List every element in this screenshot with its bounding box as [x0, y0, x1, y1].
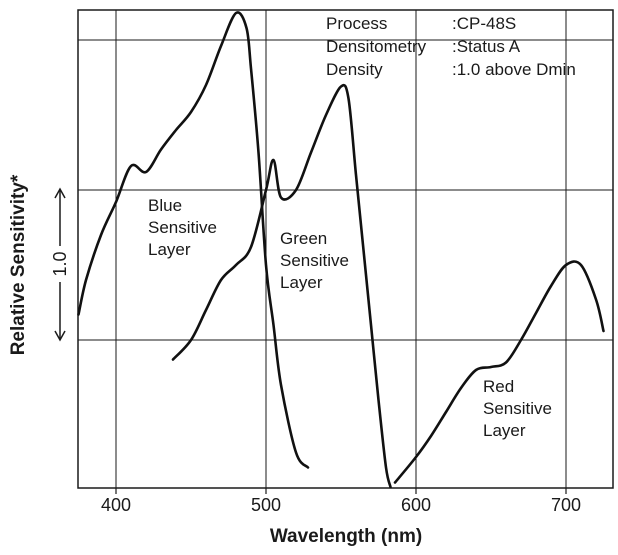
annotation-key-densitometry: Densitometry — [326, 37, 427, 56]
green-label-line-2: Sensitive — [280, 251, 349, 270]
blue-label-line-3: Layer — [148, 240, 191, 259]
scale-marker-arrow-down — [54, 330, 66, 342]
green-label-line-3: Layer — [280, 273, 323, 292]
x-tick-label-500: 500 — [251, 495, 281, 515]
scale-marker: 1.0 — [50, 187, 70, 342]
blue-sensitivity-curve — [77, 11, 310, 469]
plot-frame — [77, 9, 614, 489]
blue-label-line-2: Sensitive — [148, 218, 217, 237]
annotation-value-density: :1.0 above Dmin — [452, 60, 576, 79]
x-tick-label-700: 700 — [551, 495, 581, 515]
process-annotation-keys: Process Densitometry Density — [326, 14, 427, 79]
red-label-line-2: Sensitive — [483, 399, 552, 418]
green-layer-label: Green Sensitive Layer — [280, 229, 349, 292]
red-layer-label: Red Sensitive Layer — [483, 377, 552, 440]
sensitivity-curves — [77, 11, 605, 489]
annotation-key-density: Density — [326, 60, 383, 79]
annotation-value-process: :CP-48S — [452, 14, 516, 33]
annotation-key-process: Process — [326, 14, 387, 33]
scale-marker-arrow-up — [54, 187, 66, 199]
red-label-line-1: Red — [483, 377, 514, 396]
x-axis-label: Wavelength (nm) — [270, 526, 422, 547]
x-tick-label-400: 400 — [101, 495, 131, 515]
process-annotation-values: :CP-48S :Status A :1.0 above Dmin — [452, 14, 576, 79]
green-sensitivity-curve — [171, 83, 392, 489]
blue-label-line-1: Blue — [148, 196, 182, 215]
scale-marker-label: 1.0 — [50, 251, 70, 276]
x-tick-label-600: 600 — [401, 495, 431, 515]
y-axis-label: Relative Sensitivity* — [8, 174, 29, 355]
green-label-line-1: Green — [280, 229, 327, 248]
blue-layer-label: Blue Sensitive Layer — [148, 196, 217, 259]
grid-lines — [78, 10, 613, 488]
annotation-value-densitometry: :Status A — [452, 37, 521, 56]
red-label-line-3: Layer — [483, 421, 526, 440]
x-axis: 400 500 600 700 — [101, 488, 581, 515]
red-sensitivity-curve — [393, 260, 605, 484]
